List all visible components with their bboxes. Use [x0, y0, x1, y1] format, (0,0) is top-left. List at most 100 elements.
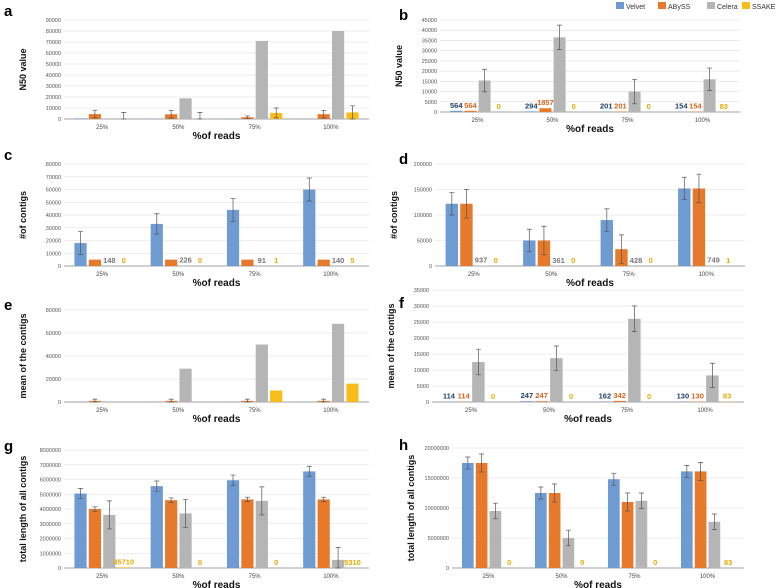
error-bar [465, 456, 471, 470]
data-label: 0 [491, 392, 495, 401]
y-tick-label: 35000 [422, 38, 437, 44]
bar-velvet [74, 493, 87, 568]
x-axis-label: %of reads [193, 131, 241, 142]
x-tick-label: 75% [621, 118, 634, 124]
bar-velvet [523, 240, 536, 266]
panel-letter-g: g [4, 438, 13, 455]
x-axis-label: %of reads [566, 278, 614, 289]
y-tick-label: 0 [58, 400, 61, 406]
bar-celera [628, 318, 641, 402]
error-bar [106, 500, 112, 530]
data-label: 0 [580, 558, 584, 567]
y-tick-label: 20000 [414, 336, 429, 342]
data-label: 0 [274, 558, 278, 567]
data-label: 0 [198, 256, 202, 265]
y-tick-label: 0 [434, 110, 437, 116]
bar-velvet [150, 486, 163, 568]
y-tick-label: 20000 [46, 239, 61, 245]
bar-velvet [450, 110, 463, 112]
y-axis-label: #of contigs [18, 191, 28, 239]
error-bar [321, 496, 327, 502]
y-tick-label: 0 [446, 566, 449, 572]
x-tick-label: 25% [96, 272, 109, 278]
error-bar [557, 24, 563, 50]
bar-celera [550, 358, 563, 402]
error-bar [681, 176, 687, 201]
y-tick-label: 15000 [414, 352, 429, 358]
data-label: 0 [653, 558, 657, 567]
x-tick-label: 50% [172, 272, 185, 278]
error-bar [611, 472, 617, 486]
y-tick-label: 45000 [422, 18, 437, 24]
panel-letter-a: a [4, 3, 13, 20]
bar-abyss [464, 110, 477, 112]
data-label: 1 [726, 256, 730, 265]
error-bar [538, 486, 544, 500]
data-label: 1 [274, 256, 278, 265]
data-label: 294 [525, 101, 538, 110]
y-tick-label: 90000 [46, 18, 61, 24]
error-bar [482, 68, 488, 93]
error-bar [183, 499, 189, 528]
y-tick-label: 20000 [46, 95, 61, 101]
x-tick-label: 50% [543, 408, 556, 414]
legend-swatch-abyss [658, 2, 666, 9]
y-tick-label: 40000 [46, 354, 61, 360]
data-label: 130 [677, 392, 690, 401]
bar-celera [255, 344, 268, 402]
error-bar [492, 502, 498, 520]
bar-celera [562, 538, 575, 568]
error-bar [475, 348, 481, 376]
y-tick-label: 80000 [46, 308, 61, 314]
data-label: 937 [475, 256, 488, 265]
x-tick-label: 100% [699, 272, 715, 278]
data-label: 361 [552, 256, 565, 265]
error-bar [631, 305, 637, 332]
y-axis-label: total length of all contigs [406, 455, 416, 562]
bar-ssake [117, 567, 130, 568]
x-tick-label: 100% [700, 574, 716, 580]
error-bar [273, 107, 279, 119]
y-axis-label: mean of the contigs [386, 303, 396, 388]
bar-celera [703, 79, 716, 112]
x-tick-label: 100% [323, 125, 339, 131]
error-bar [632, 78, 638, 105]
data-label: 0 [494, 256, 498, 265]
y-tick-label: 25000 [414, 320, 429, 326]
panel-c: c 0 10000 20000 30000 40000 50000 60000 70000 800… [4, 147, 369, 289]
bar-abyss [548, 493, 561, 568]
data-label: 162 [599, 391, 612, 400]
y-tick-label: 20000 [422, 69, 437, 75]
bar-velvet [445, 203, 459, 266]
y-tick-label: 30000 [46, 84, 61, 90]
bar-celera [489, 511, 502, 568]
error-bar [154, 480, 160, 492]
error-bar [349, 105, 355, 120]
x-tick-label: 75% [621, 408, 634, 414]
error-bar [197, 112, 203, 120]
y-tick-label: 60000 [46, 188, 61, 194]
bar-velvet [520, 401, 534, 402]
y-tick-label: 30000 [46, 226, 61, 232]
error-bar [168, 398, 174, 403]
x-tick-label: 75% [249, 574, 262, 580]
data-label: 564 [450, 101, 463, 110]
error-bar [711, 513, 717, 530]
bar-celera [103, 514, 116, 568]
error-bar [709, 362, 715, 388]
y-tick-label: 4000000 [40, 507, 61, 513]
bar-celera [255, 40, 268, 119]
error-bar [154, 213, 160, 235]
error-bar [121, 112, 127, 120]
error-bar [168, 497, 174, 503]
x-tick-label: 75% [623, 272, 636, 278]
bar-abyss [460, 203, 473, 266]
error-bar [92, 398, 98, 403]
y-axis-label: N50 value [18, 48, 28, 90]
y-tick-label: 35000 [414, 288, 429, 294]
bar-abyss [241, 259, 254, 266]
y-tick-label: 3000000 [40, 522, 61, 528]
bar-abyss [88, 509, 102, 568]
panel-letter-b: b [399, 7, 408, 24]
